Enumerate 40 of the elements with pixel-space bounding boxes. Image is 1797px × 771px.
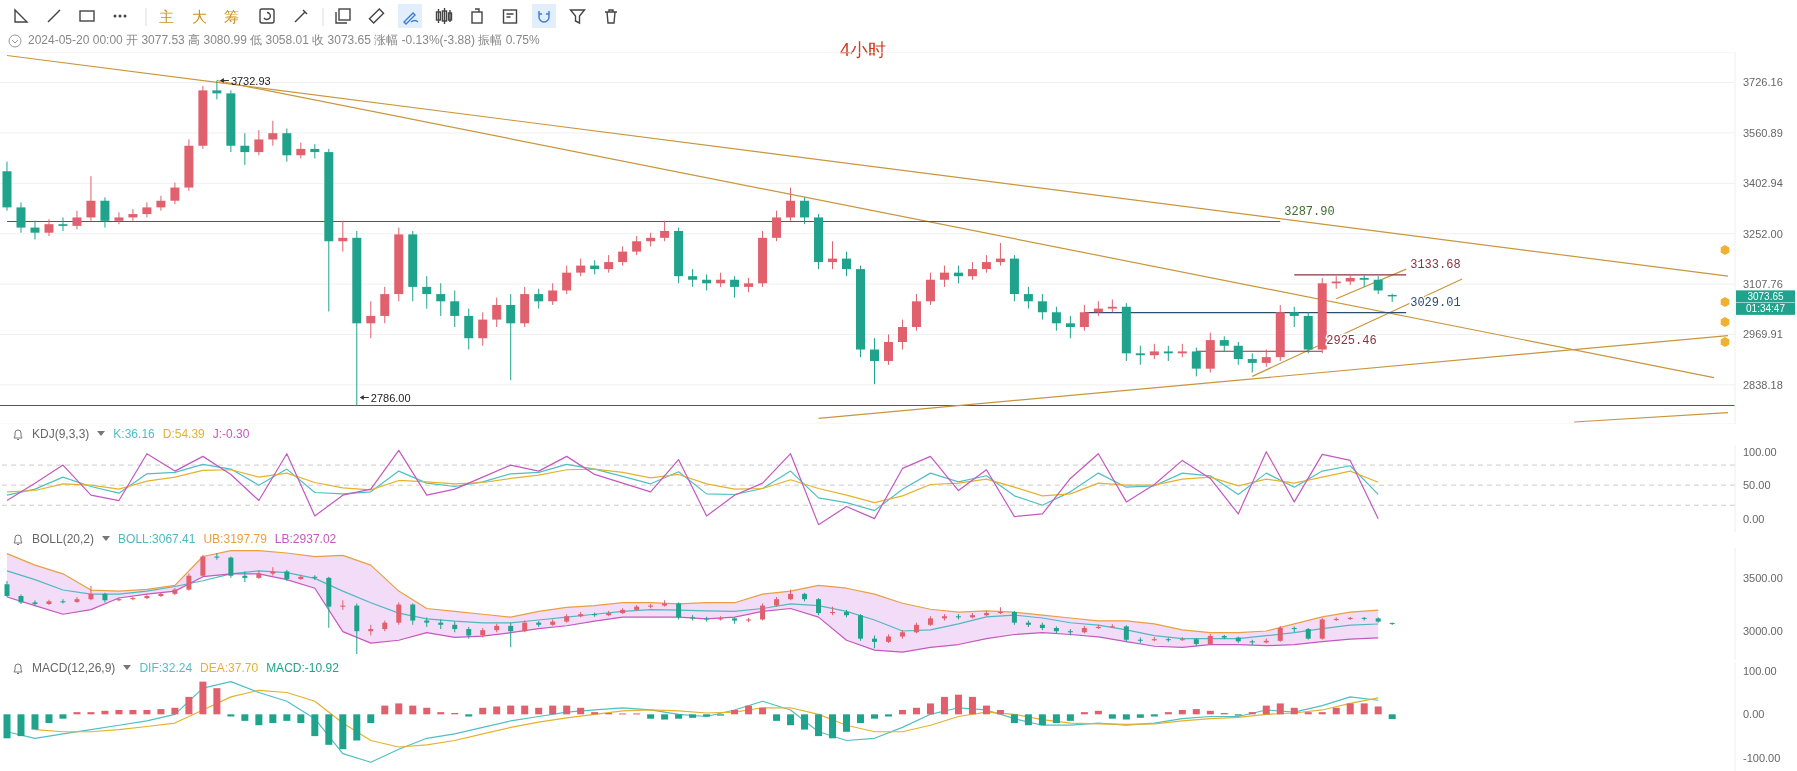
text: 主 — [159, 8, 174, 25]
text: 大 — [191, 8, 207, 25]
y-tick-label: -100.00 — [1743, 751, 1781, 764]
series-label: J:-0.30 — [212, 427, 250, 441]
y-tick-label: 0.00 — [1743, 512, 1765, 525]
data-label: 3287.90 — [1284, 204, 1335, 219]
chart-title: BOLL(20,2) — [32, 532, 95, 546]
y-tick-label: 100.00 — [1743, 445, 1777, 458]
text: 3732.93 — [230, 74, 271, 87]
y-tick-label: 3402.94 — [1743, 177, 1783, 190]
y-tick-label: 3000.00 — [1743, 625, 1783, 638]
series-label: DIF:32.24 — [139, 661, 193, 675]
text: 3073.65 — [1747, 290, 1785, 302]
y-tick-label: 100.00 — [1743, 664, 1777, 677]
chart-title: 4小时 — [840, 39, 887, 62]
series-label: DEA:37.70 — [200, 661, 259, 675]
text: 2786.00 — [370, 391, 411, 404]
data-label: 2925.46 — [1326, 334, 1377, 349]
text: K:36.16 — [113, 427, 155, 441]
chart-subtitle: 2024-05-20 00:00 开 3077.53 高 3080.99 低 3058.01 收 3073.65 涨幅 -0.13%(-3.88) 振幅 0.75% — [28, 32, 540, 49]
text: D:54.39 — [162, 427, 205, 441]
data-label: 3133.68 — [1410, 257, 1461, 272]
y-tick-label: 2838.18 — [1743, 378, 1783, 391]
chart-title: MACD(12,26,9) — [32, 661, 116, 675]
y-tick-label: 3107.76 — [1743, 278, 1783, 291]
text: 筹 — [224, 8, 239, 25]
text: MACD:-10.92 — [266, 661, 339, 675]
y-tick-label: 3252.00 — [1743, 227, 1783, 240]
y-tick-label: 50.00 — [1743, 479, 1771, 492]
text: LB:2937.02 — [274, 532, 337, 546]
series-label: UB:3197.79 — [203, 532, 267, 546]
data-label: 3029.01 — [1410, 295, 1461, 310]
y-tick-label: 0.00 — [1743, 708, 1765, 721]
chart-title: KDJ(9,3,3) — [32, 427, 90, 441]
text: BOLL:3067.41 — [118, 532, 196, 546]
text: 01:34:47 — [1746, 303, 1786, 315]
y-tick-label: 3726.16 — [1743, 76, 1783, 89]
y-tick-label: 3560.89 — [1743, 126, 1783, 139]
y-tick-label: 2969.91 — [1743, 328, 1783, 341]
y-tick-label: 3500.00 — [1743, 571, 1783, 584]
